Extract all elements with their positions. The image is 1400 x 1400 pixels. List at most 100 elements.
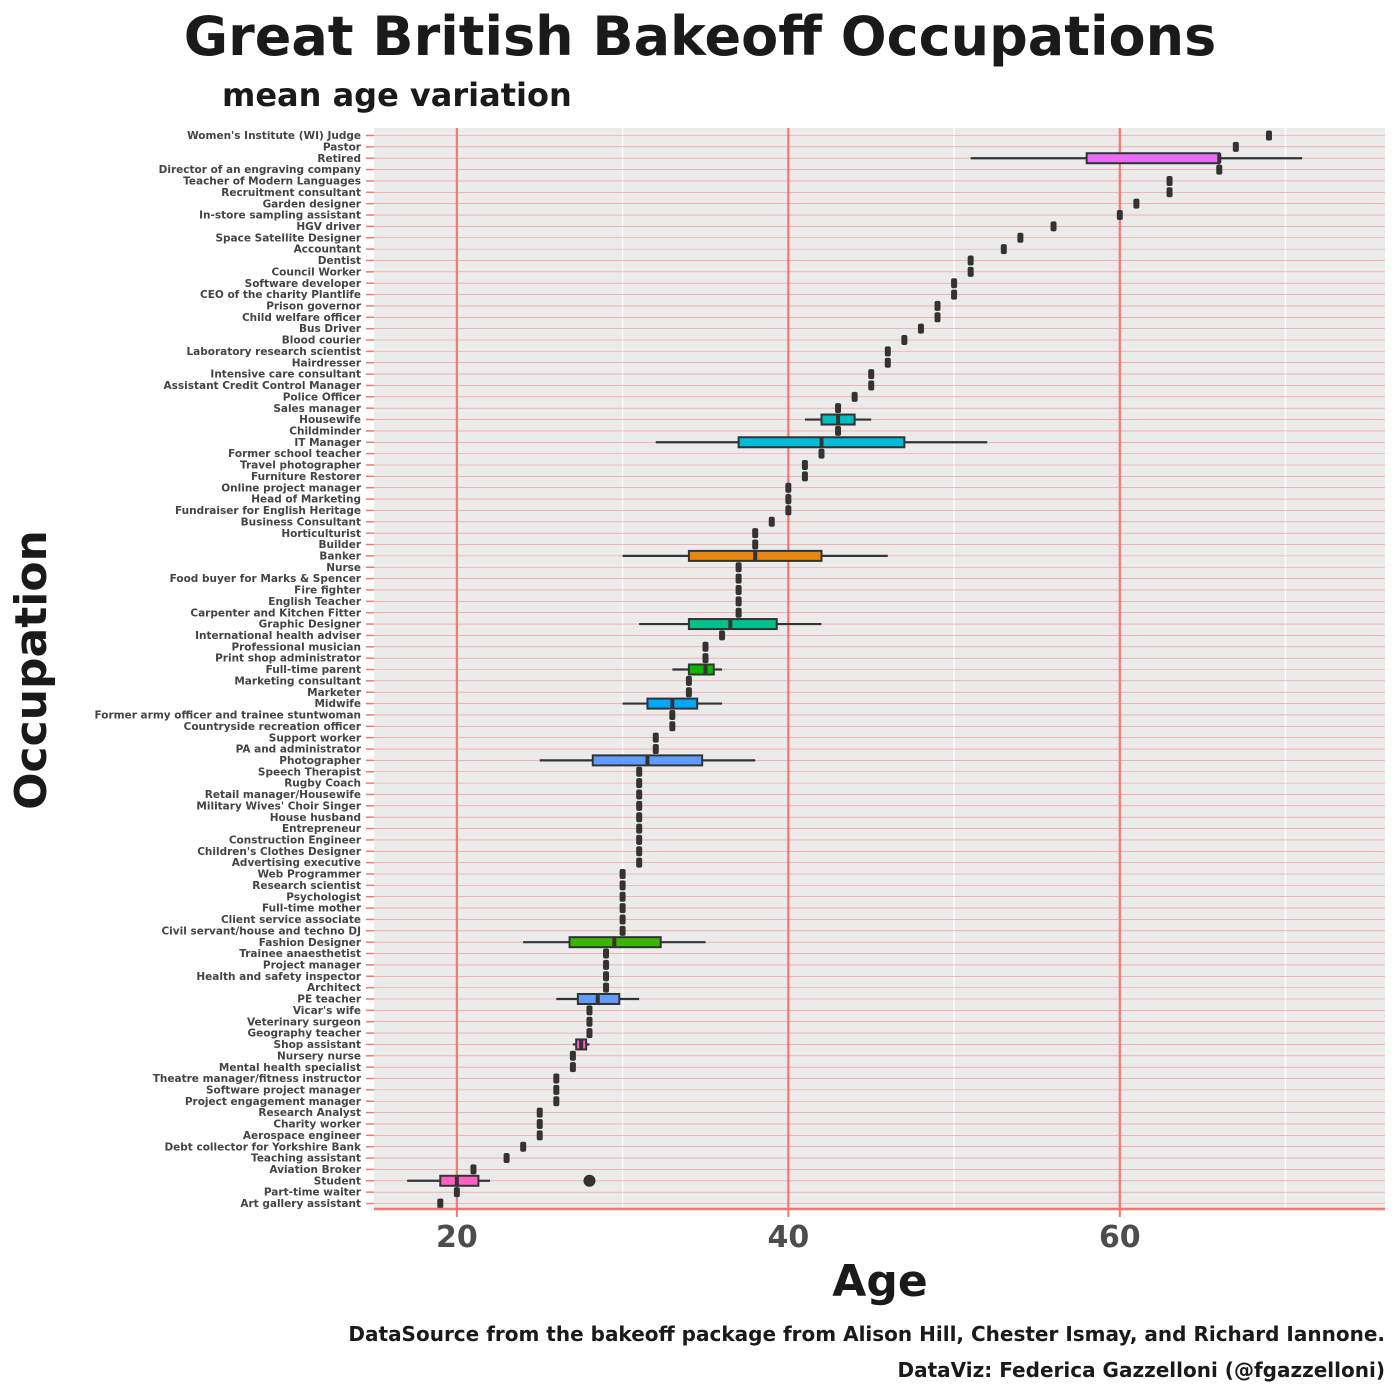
single-value-mark: [603, 982, 610, 993]
single-value-mark: [1000, 244, 1007, 255]
chart-subtitle: mean age variation: [222, 76, 572, 114]
occupation-label: Food buyer for Marks & Spencer: [170, 573, 362, 585]
single-value-mark: [553, 1073, 560, 1084]
single-value-mark: [801, 471, 808, 482]
occupation-label: Entrepreneur: [282, 823, 362, 835]
single-value-mark: [669, 721, 676, 732]
single-value-mark: [868, 369, 875, 380]
occupation-label: Housewife: [299, 414, 361, 426]
occupation-label: Sales manager: [273, 403, 361, 415]
occupation-label: Banker: [319, 550, 361, 562]
single-value-mark: [1265, 130, 1272, 141]
single-value-mark: [636, 789, 643, 800]
occupation-label: Bus Driver: [299, 323, 362, 335]
single-value-mark: [967, 266, 974, 277]
single-value-mark: [636, 857, 643, 868]
single-value-mark: [685, 687, 692, 698]
single-value-mark: [735, 596, 742, 607]
single-value-mark: [835, 425, 842, 436]
single-value-mark: [1017, 232, 1024, 243]
occupation-label: Pastor: [323, 141, 362, 153]
single-value-mark: [503, 1153, 510, 1164]
occupation-label: House husband: [270, 812, 361, 824]
occupation-label: Speech Therapist: [258, 766, 361, 778]
occupation-label: Aviation Broker: [269, 1164, 361, 1176]
occupation-label: Professional musician: [231, 641, 361, 653]
single-value-mark: [735, 562, 742, 573]
occupation-label: Support worker: [269, 732, 362, 744]
single-value-mark: [536, 1130, 543, 1141]
occupation-label: Veterinary surgeon: [247, 1016, 361, 1028]
occupation-label: Retail manager/Housewife: [205, 789, 361, 801]
single-value-mark: [967, 255, 974, 266]
occupation-label: Former army officer and trainee stuntwom…: [95, 710, 361, 722]
box: [1085, 152, 1221, 165]
occupation-label: Geography teacher: [248, 1028, 362, 1040]
occupation-label: Nurse: [326, 562, 361, 574]
occupation-label: Countryside recreation officer: [184, 721, 362, 733]
single-value-mark: [586, 1028, 593, 1039]
single-value-mark: [669, 709, 676, 720]
single-value-mark: [785, 494, 792, 505]
occupation-label: IT Manager: [294, 437, 361, 449]
occupation-label: Rugby Coach: [284, 778, 361, 790]
single-value-mark: [934, 300, 941, 311]
occupation-label: Print shop administrator: [215, 653, 362, 665]
occupation-label: PA and administrator: [236, 744, 362, 756]
occupation-label: Architect: [307, 982, 361, 994]
box: [687, 663, 715, 676]
single-value-mark: [619, 880, 626, 891]
single-value-mark: [835, 403, 842, 414]
grid-lines: [374, 128, 1385, 1209]
single-value-mark: [884, 357, 891, 368]
single-value-mark: [801, 459, 808, 470]
occupation-label: Research scientist: [252, 880, 361, 892]
single-value-mark: [603, 959, 610, 970]
occupation-label: Photographer: [279, 755, 362, 767]
occupation-label: Garden designer: [263, 198, 362, 210]
x-tick-label: 60: [1099, 1220, 1141, 1255]
single-value-mark: [569, 1062, 576, 1073]
single-value-mark: [636, 766, 643, 777]
single-value-mark: [1166, 175, 1173, 186]
occupation-label: Head of Marketing: [251, 494, 361, 506]
single-value-mark: [636, 846, 643, 857]
occupation-label: Prison governor: [266, 301, 362, 313]
single-value-mark: [768, 516, 775, 527]
occupation-label: Furniture Restorer: [251, 471, 362, 483]
occupation-label: Psychologist: [286, 891, 361, 903]
occupation-label: Full-time mother: [262, 903, 362, 915]
y-axis-title: Occupation: [6, 530, 57, 810]
occupation-label: Art gallery assistant: [240, 1198, 361, 1210]
single-value-mark: [884, 346, 891, 357]
single-value-mark: [851, 391, 858, 402]
single-value-mark: [1133, 198, 1140, 209]
single-value-mark: [636, 823, 643, 834]
occupation-label: Space Satellite Designer: [215, 232, 361, 244]
occupation-label: Business Consultant: [241, 516, 361, 528]
single-value-mark: [1166, 187, 1173, 198]
occupation-label: Child welfare officer: [242, 312, 362, 324]
occupation-label: International health adviser: [195, 630, 362, 642]
occupation-label: Full-time parent: [266, 664, 361, 676]
single-value-mark: [536, 1118, 543, 1129]
single-value-mark: [470, 1164, 477, 1175]
single-value-mark: [652, 744, 659, 755]
occupation-label: Nursery nurse: [277, 1050, 361, 1062]
single-value-mark: [619, 925, 626, 936]
occupation-label: Research Analyst: [258, 1107, 361, 1119]
single-value-mark: [901, 335, 908, 346]
occupation-label: Graphic Designer: [259, 619, 362, 631]
single-value-mark: [818, 448, 825, 459]
occupation-label: Debt collector for Yorkshire Bank: [164, 1141, 362, 1153]
occupation-label: Theatre manager/fitness instructor: [153, 1073, 362, 1085]
occupation-label: Shop assistant: [274, 1039, 361, 1051]
occupation-label: Intensive care consultant: [210, 369, 361, 381]
single-value-mark: [619, 914, 626, 925]
box: [439, 1174, 480, 1187]
single-value-mark: [868, 380, 875, 391]
single-value-mark: [785, 505, 792, 516]
occupation-label: Childminder: [289, 426, 362, 438]
caption-datasource: DataSource from the bakeoff package from…: [348, 1322, 1385, 1346]
